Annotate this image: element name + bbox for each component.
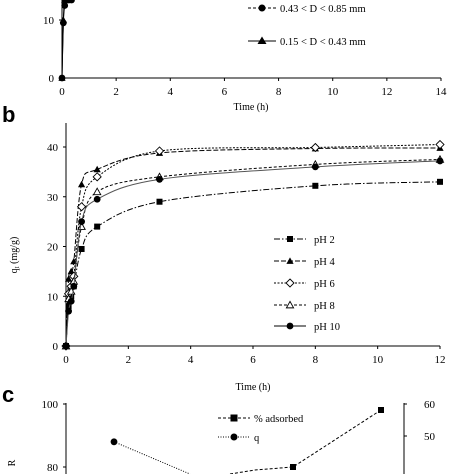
data-point xyxy=(311,163,319,171)
data-point xyxy=(435,139,445,150)
y-tick-label: 40 xyxy=(47,142,59,154)
right-tick-label: 50 xyxy=(424,431,436,443)
series-line xyxy=(229,409,382,474)
panel-b-label: b xyxy=(2,102,15,127)
x-tick-label: 4 xyxy=(188,354,194,366)
series-line xyxy=(61,0,71,79)
panel-a: 0 2 4 6 8 10 12 14 0 10 Time (h) 0.43 < D < 0.85… xyxy=(43,0,447,113)
x-tick-label: 10 xyxy=(327,86,339,98)
legend-entry: pH 6 xyxy=(314,279,335,290)
x-tick-label: 14 xyxy=(436,86,448,98)
data-point xyxy=(65,303,72,310)
legend-marker-circle xyxy=(230,433,238,441)
panel-a-legend: 0.43 < D < 0.85 mm 0.15 < D < 0.43 mm xyxy=(248,4,366,48)
data-point xyxy=(77,180,86,188)
y-tick-label: 0 xyxy=(53,341,59,353)
legend-marker xyxy=(285,278,295,288)
panel-c-y-axis-label: R xyxy=(7,459,18,466)
legend-entry: pH 10 xyxy=(314,322,340,333)
series-line xyxy=(65,160,441,347)
x-tick-label: 8 xyxy=(313,354,319,366)
legend-entry: pH 8 xyxy=(314,301,335,312)
y-tick-label: 10 xyxy=(43,15,55,27)
x-tick-label: 4 xyxy=(168,86,174,98)
panel-c-legend-entry-2: q xyxy=(254,433,260,444)
right-tick-label: 60 xyxy=(424,399,436,411)
panel-b-y-axis-label: qt (mg/g) xyxy=(9,237,21,274)
legend-marker-circle xyxy=(258,4,266,12)
data-point xyxy=(78,218,85,226)
data-point xyxy=(310,142,320,153)
y-tick-label: 20 xyxy=(47,242,59,254)
panel-c: R 80 100 50 60 % adsorbed q xyxy=(7,399,436,474)
data-point xyxy=(65,307,72,315)
data-point xyxy=(110,438,118,446)
data-point xyxy=(94,223,101,230)
data-point xyxy=(156,198,163,205)
x-tick-label: 6 xyxy=(222,86,228,98)
data-point xyxy=(436,157,444,165)
panel-b: 0 2 4 6 8 10 12 0 10 20 30 40 Time (h) qt (mg/g) p… xyxy=(9,123,446,393)
data-point xyxy=(93,165,101,173)
data-point xyxy=(61,2,69,9)
data-point xyxy=(93,195,101,203)
panel-c-legend: % adsorbed q xyxy=(218,414,304,444)
data-point xyxy=(437,178,443,185)
x-tick-label: 12 xyxy=(381,86,392,98)
legend-entry: pH 2 xyxy=(314,235,335,246)
legend-marker xyxy=(286,257,294,264)
data-point xyxy=(290,464,296,470)
y-tick-label: 30 xyxy=(47,192,59,204)
panel-a-legend-entry-1: 0.43 < D < 0.85 mm xyxy=(280,4,366,15)
legend-marker xyxy=(287,236,293,242)
series-line xyxy=(65,144,441,347)
legend-marker xyxy=(286,322,294,330)
y-tick-label: 10 xyxy=(47,291,59,303)
data-point xyxy=(67,297,75,305)
data-point xyxy=(70,282,78,290)
legend-marker xyxy=(285,300,295,309)
data-point xyxy=(66,0,74,3)
data-point xyxy=(78,245,85,252)
data-point xyxy=(154,146,165,156)
panel-a-legend-entry-2: 0.15 < D < 0.43 mm xyxy=(280,37,366,48)
panel-a-x-axis-label: Time (h) xyxy=(234,102,269,113)
data-point xyxy=(92,172,102,182)
series-line xyxy=(65,181,441,347)
data-point xyxy=(378,407,384,413)
panel-c-label: c xyxy=(2,382,14,407)
data-point xyxy=(62,342,70,350)
data-point xyxy=(59,16,67,23)
legend-marker-triangle xyxy=(257,36,267,44)
panel-b-x-axis-label: Time (h) xyxy=(236,382,271,393)
data-point xyxy=(312,182,319,189)
panel-b-legend: pH 2 pH 4 pH 6 pH 8 pH 10 xyxy=(274,235,340,333)
legend-marker-square xyxy=(230,414,238,422)
x-tick-label: 2 xyxy=(126,354,132,366)
panel-c-legend-entry-1: % adsorbed xyxy=(254,414,304,425)
data-point xyxy=(58,74,66,81)
data-point xyxy=(156,175,163,183)
x-tick-label: 6 xyxy=(250,354,256,366)
data-point xyxy=(76,202,87,212)
x-tick-label: 10 xyxy=(372,354,384,366)
x-tick-label: 0 xyxy=(59,86,65,98)
series-line xyxy=(113,441,191,474)
x-tick-label: 0 xyxy=(63,354,69,366)
y-tick-label: 0 xyxy=(49,73,55,85)
x-tick-label: 8 xyxy=(276,86,282,98)
data-point xyxy=(68,293,75,300)
x-tick-label: 12 xyxy=(435,354,446,366)
data-point xyxy=(64,275,73,282)
data-point xyxy=(92,187,102,196)
legend-entry: pH 4 xyxy=(314,257,335,268)
x-tick-label: 2 xyxy=(113,86,119,98)
series-line xyxy=(65,147,441,347)
left-tick-label: 100 xyxy=(42,399,59,411)
left-tick-label: 80 xyxy=(47,462,59,474)
